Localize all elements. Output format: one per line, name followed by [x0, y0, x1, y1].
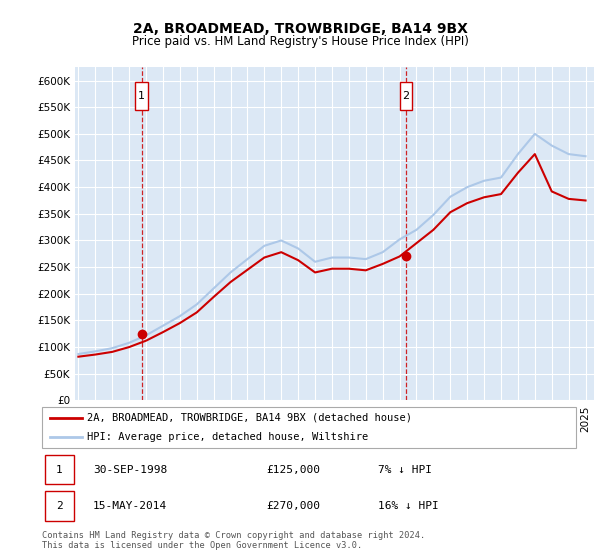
Text: £270,000: £270,000 — [266, 501, 320, 511]
Text: 30-SEP-1998: 30-SEP-1998 — [93, 465, 167, 474]
Text: 2A, BROADMEAD, TROWBRIDGE, BA14 9BX (detached house): 2A, BROADMEAD, TROWBRIDGE, BA14 9BX (det… — [88, 413, 412, 423]
Text: 2: 2 — [56, 501, 63, 511]
FancyBboxPatch shape — [400, 82, 412, 110]
FancyBboxPatch shape — [44, 491, 74, 521]
Text: 16% ↓ HPI: 16% ↓ HPI — [379, 501, 439, 511]
Text: 2A, BROADMEAD, TROWBRIDGE, BA14 9BX: 2A, BROADMEAD, TROWBRIDGE, BA14 9BX — [133, 22, 467, 36]
Text: 1: 1 — [56, 465, 63, 474]
FancyBboxPatch shape — [136, 82, 148, 110]
Text: 2: 2 — [402, 91, 409, 101]
Text: 15-MAY-2014: 15-MAY-2014 — [93, 501, 167, 511]
Text: 7% ↓ HPI: 7% ↓ HPI — [379, 465, 433, 474]
Text: Contains HM Land Registry data © Crown copyright and database right 2024.
This d: Contains HM Land Registry data © Crown c… — [42, 531, 425, 550]
Text: 1: 1 — [138, 91, 145, 101]
FancyBboxPatch shape — [42, 407, 576, 448]
Text: Price paid vs. HM Land Registry's House Price Index (HPI): Price paid vs. HM Land Registry's House … — [131, 35, 469, 48]
FancyBboxPatch shape — [44, 455, 74, 484]
Text: HPI: Average price, detached house, Wiltshire: HPI: Average price, detached house, Wilt… — [88, 432, 368, 442]
Text: £125,000: £125,000 — [266, 465, 320, 474]
